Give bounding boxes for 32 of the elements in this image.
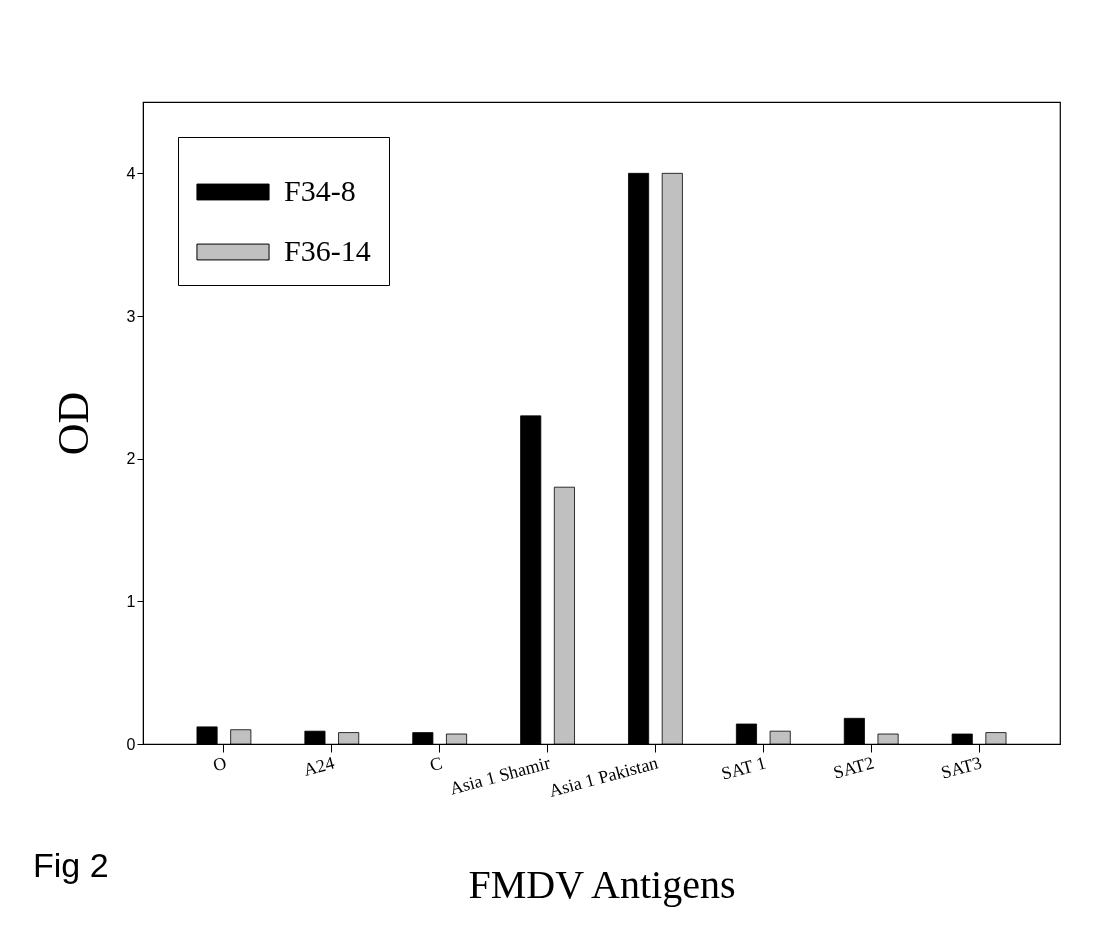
y-tick-label: 3 [126,307,136,325]
legend-label: F36-14 [284,234,371,267]
y-tick-label: 1 [126,592,136,610]
x-tick-label: SAT2 [831,752,876,783]
bar [769,730,791,745]
y-tick-label: 0 [126,735,136,753]
bar [304,730,326,745]
caption: Fig 2 [33,846,109,884]
bar [628,172,650,745]
bar [338,732,360,745]
y-tick-label: 4 [126,164,136,182]
bar [951,733,973,745]
legend-label: F34-8 [284,174,356,207]
x-tick-label: O [210,752,229,776]
bar [446,733,468,745]
x-axis-title: FMDV Antigens [468,861,736,907]
bar [661,172,683,745]
bar [520,415,542,745]
bar [196,726,218,745]
bar [843,717,865,745]
bar [877,733,899,745]
bar [230,729,252,745]
bar [985,732,1007,745]
x-tick-label: C [427,752,445,775]
x-tick-label: A24 [301,752,337,780]
y-axis-title: OD [48,391,98,456]
x-tick-label: SAT3 [938,752,984,783]
bar [412,732,434,745]
bar [735,723,757,745]
x-tick-label: SAT 1 [719,752,768,784]
y-tick-label: 2 [126,450,136,468]
bar [553,486,575,745]
